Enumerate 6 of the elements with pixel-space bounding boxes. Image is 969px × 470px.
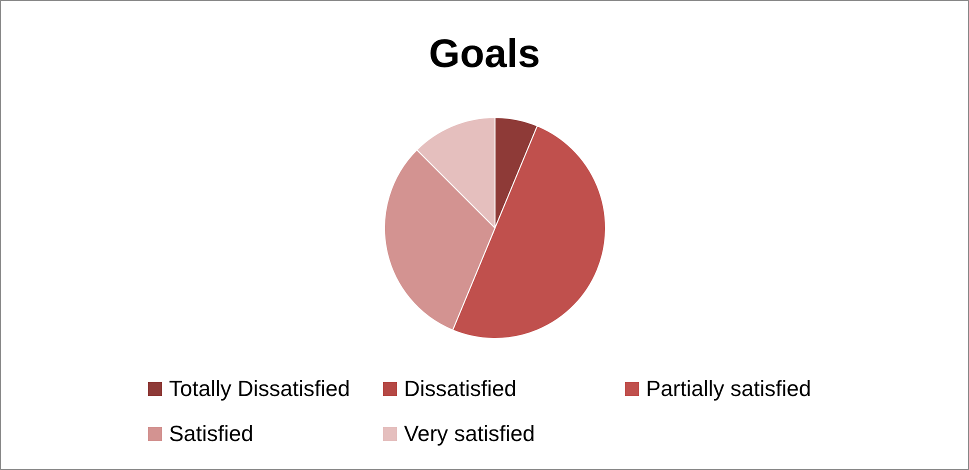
chart-title: Goals (428, 32, 542, 77)
legend-label: Satisfied (169, 421, 254, 447)
legend-label: Totally Dissatisfied (169, 376, 350, 402)
legend-label: Partially satisfied (646, 376, 812, 402)
legend-label: Dissatisfied (404, 376, 516, 402)
legend-label: Very satisfied (404, 421, 535, 447)
